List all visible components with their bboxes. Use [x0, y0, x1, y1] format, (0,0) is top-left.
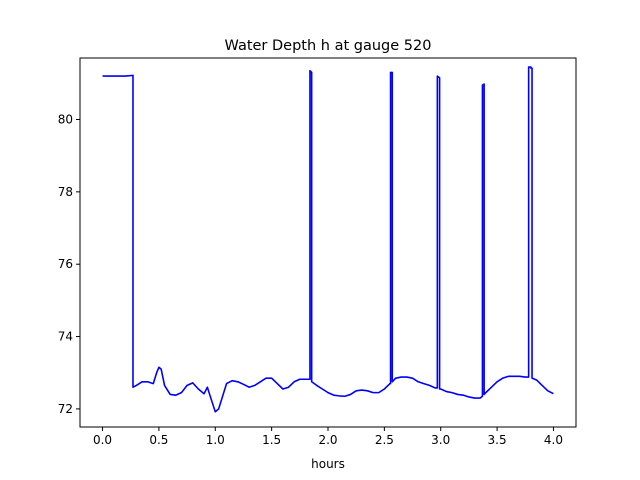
plot-area [102, 66, 554, 413]
series-line-0 [102, 66, 554, 413]
x-tick-label: 3.5 [488, 433, 507, 447]
chart-title: Water Depth h at gauge 520 [225, 38, 432, 54]
x-tick-label: 0.5 [149, 433, 168, 447]
plot-frame [79, 57, 577, 428]
y-tick-label: 72 [58, 402, 73, 416]
y-tick-label: 76 [58, 257, 73, 271]
x-tick-label: 3.0 [431, 433, 450, 447]
y-tick-label: 78 [58, 185, 73, 199]
y-tick-label: 74 [58, 330, 73, 344]
x-tick-label: 2.5 [375, 433, 394, 447]
x-tick-label: 4.0 [544, 433, 563, 447]
x-tick-label: 1.0 [206, 433, 225, 447]
x-tick-label: 1.5 [262, 433, 281, 447]
x-tick-label: 2.0 [318, 433, 337, 447]
y-tick-label: 80 [58, 113, 73, 127]
x-axis-label: hours [311, 457, 345, 471]
axis-ticks: 0.0 0.5 1.0 1.5 2.0 2.5 3.0 3.5 4.0 72 74 76 78 80 [58, 113, 563, 448]
x-tick-label: 0.0 [93, 433, 112, 447]
